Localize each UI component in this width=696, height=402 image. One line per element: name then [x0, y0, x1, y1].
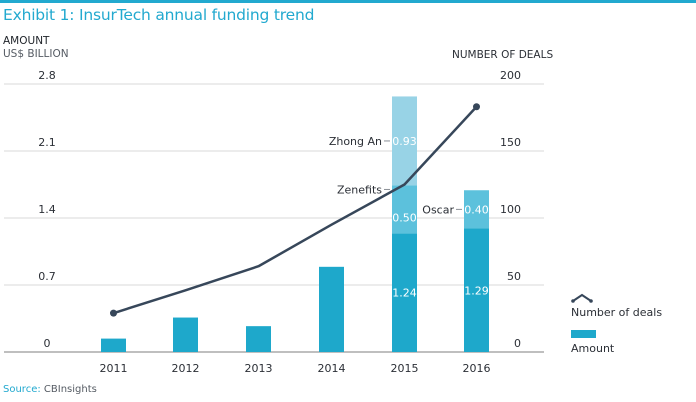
- bar-2011: [101, 338, 126, 352]
- chart-title: Exhibit 1: InsurTech annual funding tren…: [3, 6, 315, 24]
- left-axis-title-line1: AMOUNT: [3, 35, 50, 47]
- bar-segment-zenefits: [392, 185, 417, 234]
- source-value: CBInsights: [43, 384, 97, 395]
- annotation-zenefits: Zenefits: [337, 183, 382, 196]
- segment-value-label: 0.93: [392, 135, 417, 148]
- left-axis-title-line2: US$ BILLION: [3, 48, 69, 60]
- bar-segment-oscar: [464, 190, 489, 229]
- left-axis-title: AMOUNT US$ BILLION: [3, 35, 69, 61]
- legend-label-deals: Number of deals: [571, 306, 662, 319]
- bar-value-label: 1.29: [464, 284, 489, 297]
- left-tick-label: 0: [44, 337, 51, 350]
- bar-2015: [392, 233, 417, 352]
- x-tick-label: 2012: [172, 362, 200, 375]
- top-rule: [0, 0, 696, 3]
- left-tick-label: 2.8: [38, 69, 56, 82]
- x-tick-label: 2015: [391, 362, 419, 375]
- x-tick-label: 2016: [463, 362, 491, 375]
- bar-2016: [464, 228, 489, 352]
- deals-line: [113, 105, 478, 315]
- x-tick-label: 2011: [100, 362, 128, 375]
- right-tick-label: 150: [500, 136, 521, 149]
- bar-value-label: 1.24: [392, 287, 417, 300]
- annotation-zhong-an: Zhong An: [329, 135, 382, 148]
- annotation-oscar: Oscar: [422, 203, 454, 216]
- deals-marker-2016: [473, 103, 480, 111]
- source-note: Source: CBInsights: [3, 384, 97, 395]
- left-tick-label: 0.7: [38, 270, 56, 283]
- right-tick-label: 0: [514, 337, 521, 350]
- right-tick-label: 100: [500, 203, 521, 216]
- bar-2013: [246, 326, 271, 352]
- x-tick-label: 2013: [245, 362, 273, 375]
- legend-line-icon: [572, 293, 592, 302]
- bar-2014: [319, 266, 344, 352]
- legend-line-icon-dot: [589, 299, 593, 303]
- source-label: Source:: [3, 384, 41, 395]
- segment-value-label: 0.50: [392, 211, 417, 224]
- legend-line-icon-dot: [571, 299, 575, 303]
- deals-marker-2011: [110, 309, 117, 317]
- left-tick-label: 2.1: [38, 136, 56, 149]
- segment-value-label: 0.40: [464, 203, 489, 216]
- right-tick-label: 200: [500, 69, 521, 82]
- bar-segment-zhong-an: [392, 96, 417, 186]
- legend-amount-swatch: [571, 330, 596, 338]
- legend-label-amount: Amount: [571, 342, 615, 355]
- bar-2012: [173, 317, 198, 352]
- right-axis-title: NUMBER OF DEALS: [452, 49, 554, 61]
- left-tick-label: 1.4: [38, 203, 56, 216]
- right-tick-label: 50: [507, 270, 521, 283]
- x-tick-label: 2014: [318, 362, 346, 375]
